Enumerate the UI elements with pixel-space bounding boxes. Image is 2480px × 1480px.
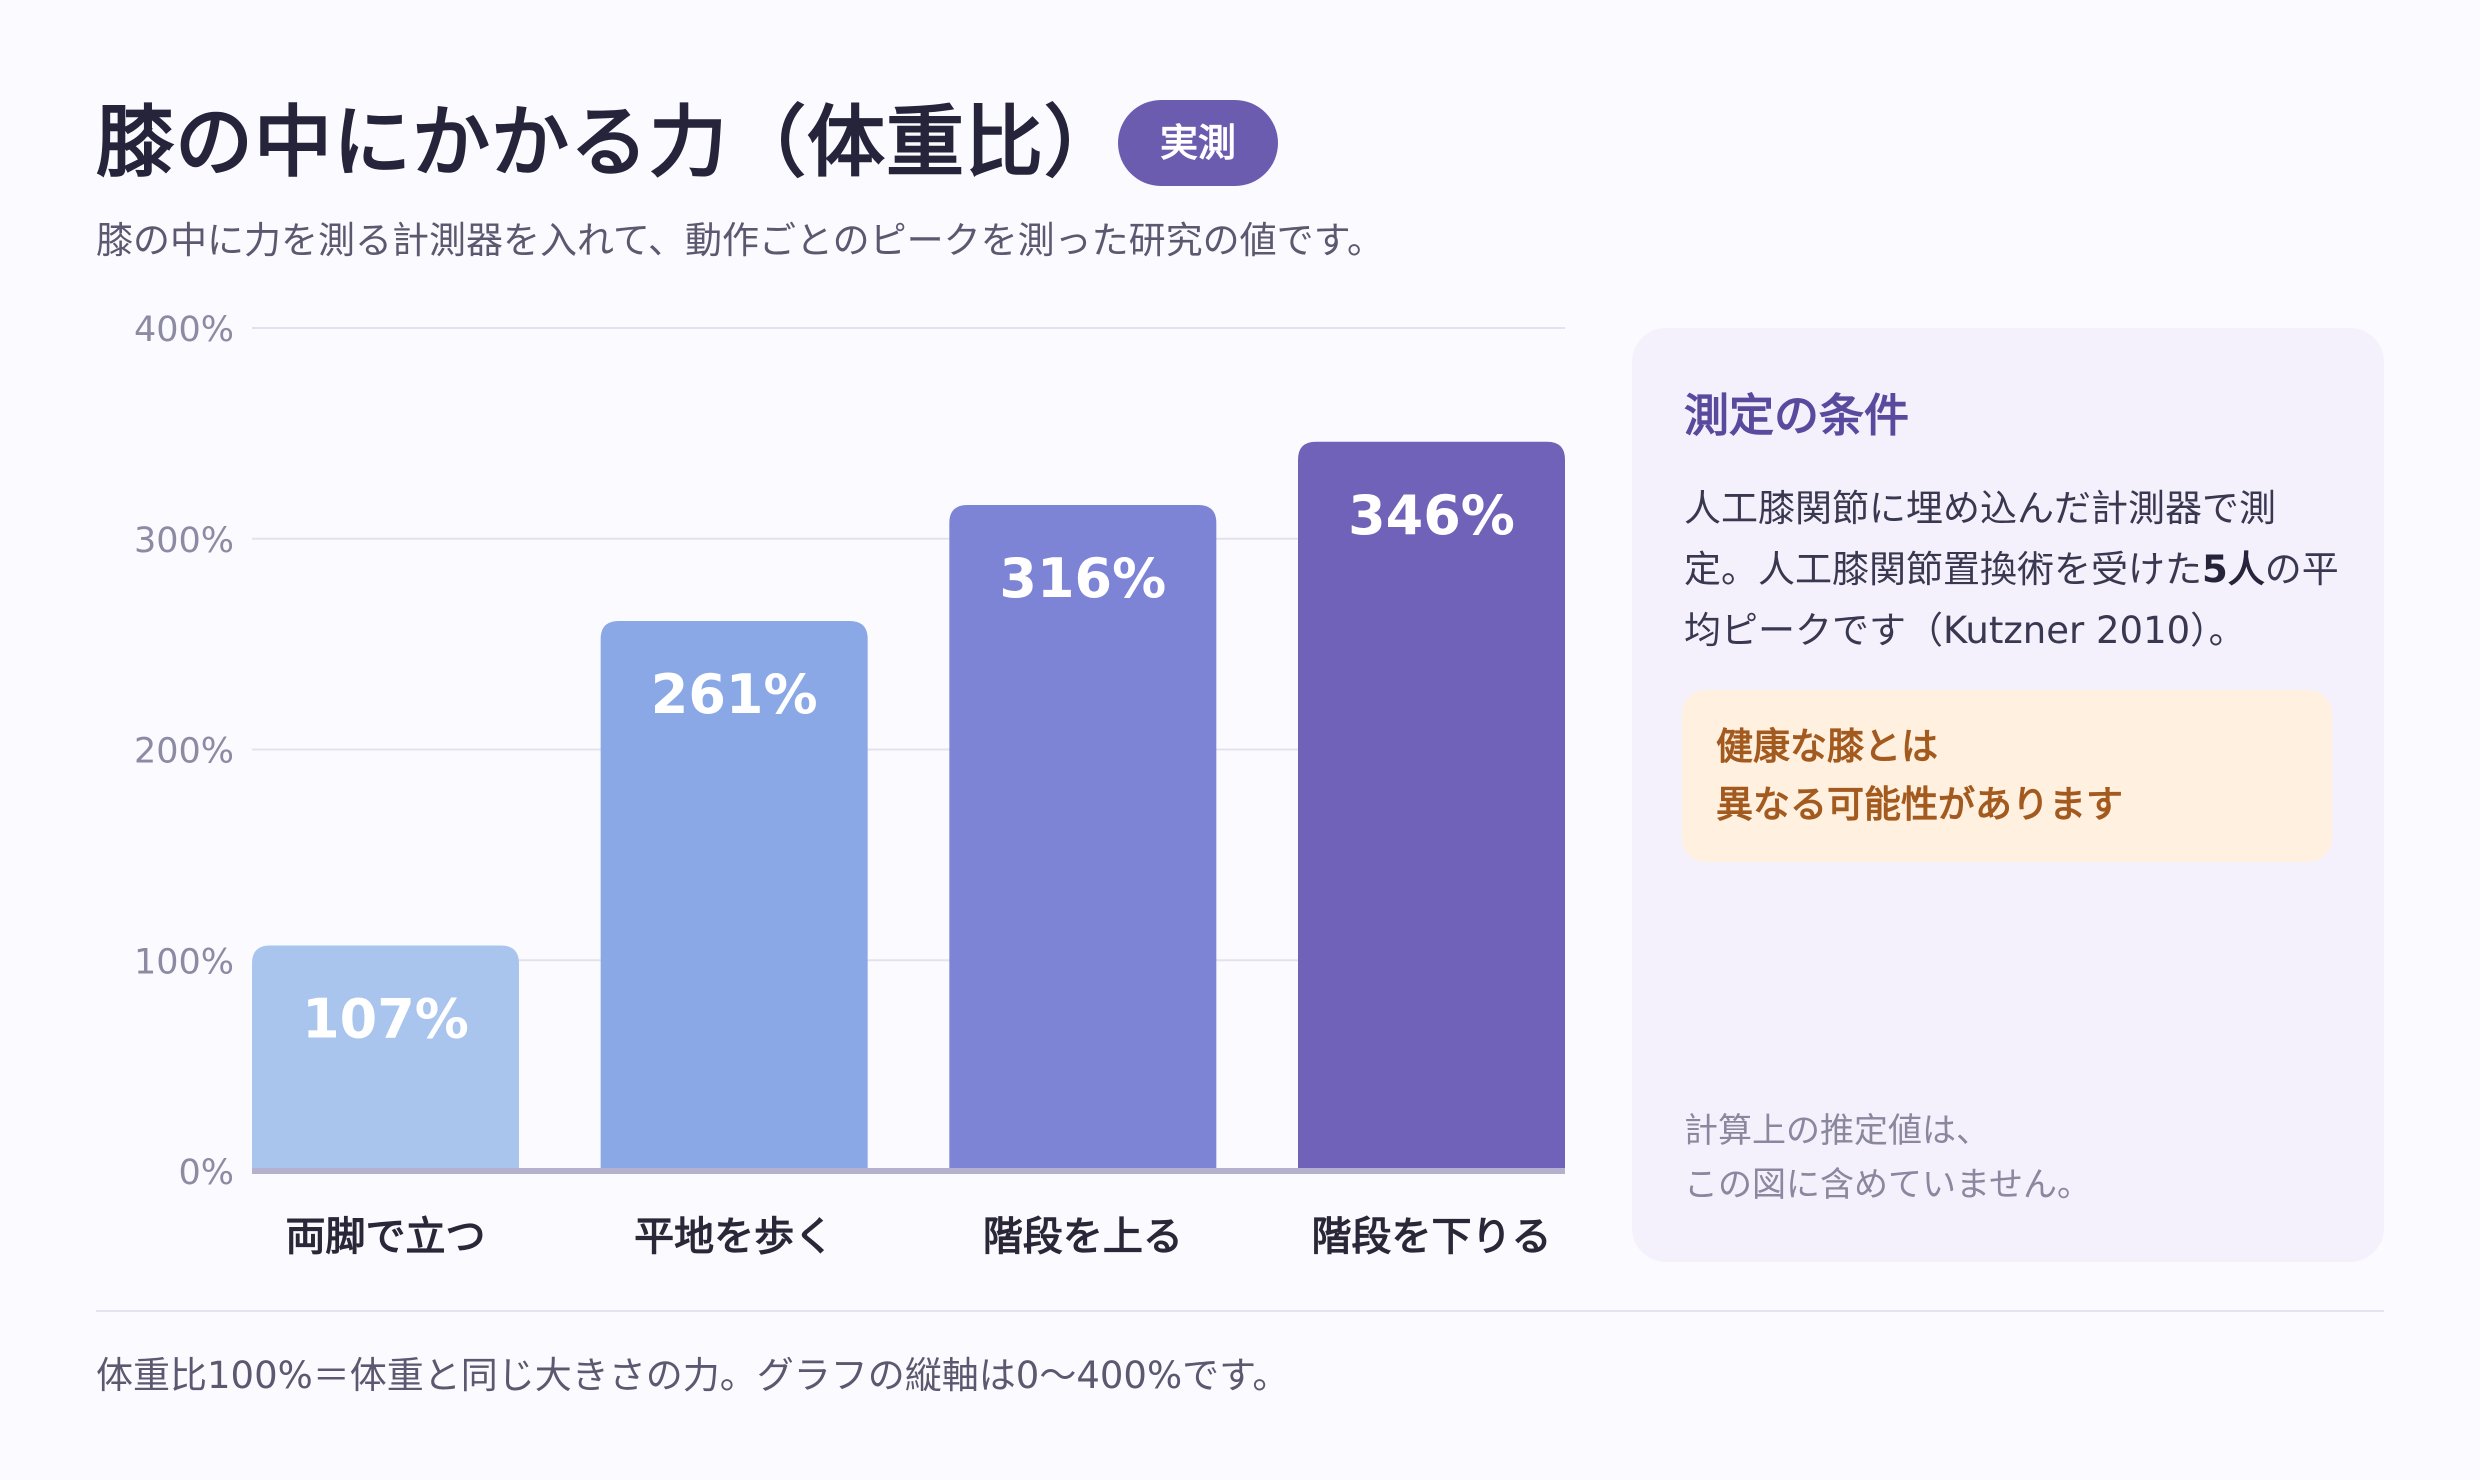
bars: [252, 441, 1565, 1171]
bar: [600, 620, 868, 1171]
page-title: 膝の中にかかる力（体重比）: [96, 98, 1124, 188]
y-tick-label: 400%: [134, 310, 234, 350]
bar-value-label: 346%: [1348, 484, 1515, 547]
estimate-note: 計算上の推定値は、 この図に含めていません。: [1684, 1104, 2091, 1212]
y-tick-label: 200%: [134, 732, 234, 772]
bar-value-label: 261%: [651, 663, 818, 726]
bar: [252, 945, 519, 1171]
value-labels: 107% 261% 316% 346%: [302, 484, 1515, 1051]
conditions-body: 人工膝関節に埋め込んだ計測器で測定。人工膝関節置換術を受けた5人の平均ピークです…: [1684, 478, 2344, 661]
footer-note: 体重比100%＝体重と同じ大きさの力。グラフの縦軸は0〜400%です。: [96, 1354, 1290, 1397]
conditions-text-1: 人工膝関節に埋め込んだ計測器で測定。人工膝関節置換術を受けた: [1684, 487, 2276, 591]
bar: [949, 505, 1217, 1171]
y-tick-label: 100%: [134, 942, 234, 982]
warning-line-1: 健康な膝とは: [1716, 725, 1938, 768]
footer-divider: [96, 1310, 2384, 1312]
bar-chart: 0% 100% 200% 300% 400% 107% 261% 316% 346% 両脚で立…: [134, 310, 1565, 1260]
category-labels: 両脚で立つ 平地を歩く 階段を上る 階段を下りる: [286, 1214, 1552, 1260]
conditions-count: 5人: [2202, 548, 2265, 591]
warning-box: 健康な膝とは 異なる可能性があります: [1682, 690, 2332, 862]
category-label: 階段を上る: [983, 1214, 1183, 1260]
conditions-text-2: の平均ピークです（Kutzner 2010）。: [1684, 548, 2339, 652]
category-label: 平地を歩く: [634, 1214, 834, 1260]
estimate-note-line-1: 計算上の推定値は、: [1684, 1111, 1990, 1151]
y-tick-label: 0%: [178, 1153, 234, 1193]
bar-value-label: 107%: [302, 987, 469, 1050]
category-label: 階段を下りる: [1312, 1214, 1552, 1260]
category-label: 両脚で立つ: [286, 1214, 486, 1260]
bar: [1298, 441, 1565, 1171]
warning-line-2: 異なる可能性があります: [1716, 783, 2123, 826]
warning-text: 健康な膝とは 異なる可能性があります: [1716, 718, 2123, 834]
y-tick-label: 300%: [134, 521, 234, 561]
measured-badge: 実測: [1118, 100, 1278, 186]
estimate-note-line-2: この図に含めていません。: [1684, 1165, 2091, 1205]
conditions-panel: 測定の条件 人工膝関節に埋め込んだ計測器で測定。人工膝関節置換術を受けた5人の平…: [1632, 328, 2384, 1262]
conditions-title: 測定の条件: [1684, 389, 1910, 442]
y-axis-ticks: 0% 100% 200% 300% 400%: [134, 310, 234, 1193]
page-subtitle: 膝の中に力を測る計測器を入れて、動作ごとのピークを測った研究の値です。: [96, 219, 1384, 262]
bar-value-label: 316%: [999, 547, 1166, 610]
